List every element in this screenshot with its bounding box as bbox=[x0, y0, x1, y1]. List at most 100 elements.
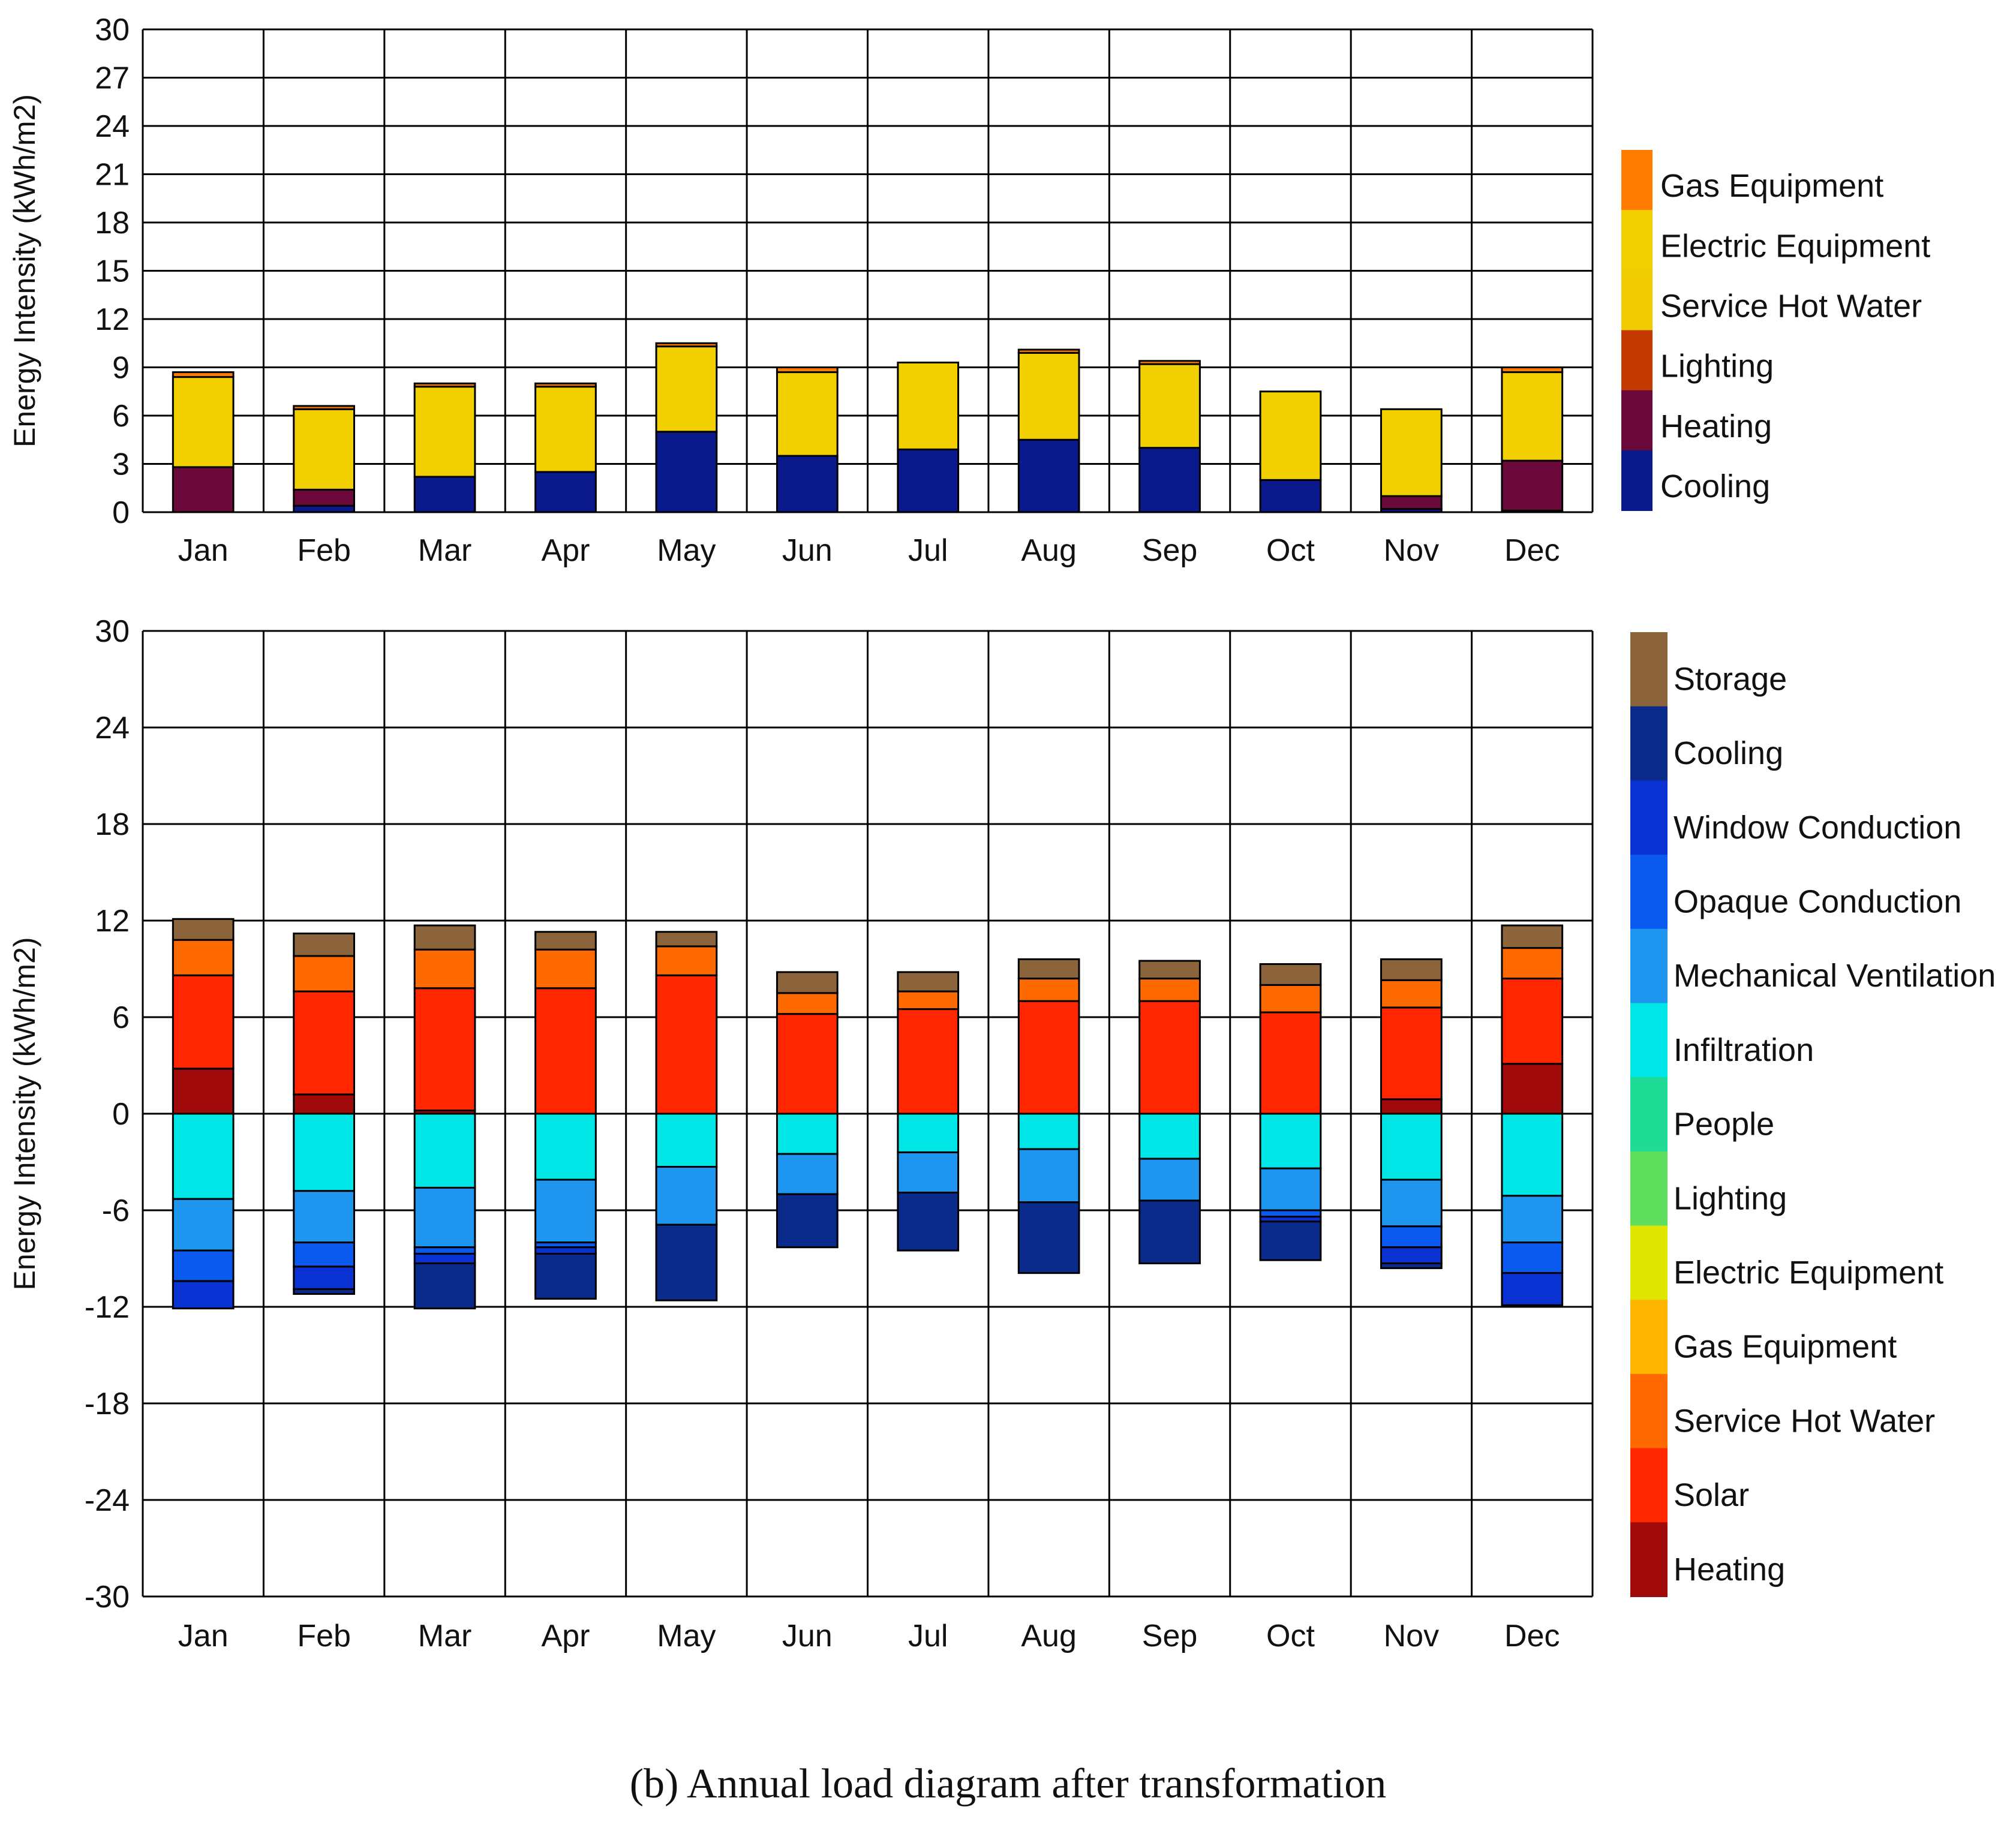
x-tick-label: Apr bbox=[541, 533, 590, 568]
bar-segment-service-hot-water bbox=[897, 990, 960, 1011]
bar-segment-cooling bbox=[1017, 438, 1080, 513]
legend-swatch bbox=[1630, 780, 1668, 856]
legend-swatch bbox=[1630, 1003, 1668, 1078]
bar-segment-electric-equipment bbox=[172, 376, 235, 468]
bar-segment-mechanical-ventilation bbox=[1380, 1178, 1443, 1228]
bar-segment-electric-equipment bbox=[1259, 390, 1322, 481]
legend-swatch bbox=[1621, 270, 1653, 331]
y-tick-label: 24 bbox=[95, 711, 130, 745]
bar-segment-infiltration bbox=[293, 1113, 355, 1192]
chart-1: 0 3 6 9 12 15 18 21 24 27 30 Jan Feb Mar Apr May Jun Jul A… bbox=[8, 13, 1930, 568]
bar-segment-solar bbox=[534, 987, 597, 1115]
bar-segment-heating bbox=[1501, 459, 1564, 512]
legend-label: Lighting bbox=[1674, 1180, 1787, 1216]
legend-swatch bbox=[1621, 150, 1653, 211]
bar-segment-cooling bbox=[413, 476, 476, 513]
bar-segment-cooling bbox=[897, 1191, 960, 1252]
bar-segment-mechanical-ventilation bbox=[1017, 1148, 1080, 1204]
bar-segment-gas-equipment bbox=[655, 342, 718, 348]
bar-segment-service-hot-water bbox=[1501, 947, 1564, 980]
bar-segment-electric-equipment bbox=[1138, 363, 1201, 449]
bar-segment-electric-equipment bbox=[897, 361, 960, 450]
bar-segment-mechanical-ventilation bbox=[655, 1166, 718, 1226]
bar-segment-infiltration bbox=[413, 1113, 476, 1189]
bar-segment-window-conduction bbox=[172, 1280, 235, 1310]
y-tick-label: 18 bbox=[95, 206, 130, 240]
bar-segment-storage bbox=[413, 924, 476, 951]
bar-segment-mechanical-ventilation bbox=[1501, 1195, 1564, 1244]
legend-swatch bbox=[1630, 928, 1668, 1004]
legend-label: Window Conduction bbox=[1674, 810, 1961, 846]
x-tick-label: Aug bbox=[1021, 1619, 1077, 1653]
bar-segment-cooling bbox=[1259, 479, 1322, 513]
bar-segment-mechanical-ventilation bbox=[172, 1198, 235, 1252]
bar-segment-mechanical-ventilation bbox=[534, 1178, 597, 1244]
bar-segment-opaque-conduction bbox=[1259, 1209, 1322, 1218]
x-tick-label: Nov bbox=[1384, 1619, 1439, 1653]
bar-segment-gas-equipment bbox=[1138, 360, 1201, 365]
bar-segment-infiltration bbox=[1501, 1113, 1564, 1197]
bar-segment-window-conduction bbox=[1380, 1246, 1443, 1265]
bar-segment-mechanical-ventilation bbox=[413, 1186, 476, 1249]
bar-segment-solar bbox=[1259, 1011, 1322, 1115]
bar-segment-gas-equipment bbox=[293, 405, 355, 410]
bar-segment-service-hot-water bbox=[534, 948, 597, 990]
y-tick-label: 12 bbox=[95, 302, 130, 337]
bar-segment-infiltration bbox=[1259, 1113, 1322, 1169]
legend-swatch bbox=[1630, 855, 1668, 930]
bar-segment-gas-equipment bbox=[776, 366, 839, 374]
legend-label: Solar bbox=[1674, 1477, 1749, 1513]
legend-label: Infiltration bbox=[1674, 1032, 1814, 1068]
legend-label: Cooling bbox=[1660, 468, 1770, 504]
bar-segment-electric-equipment bbox=[776, 371, 839, 457]
x-tick-label: Apr bbox=[541, 1619, 590, 1653]
bar-segment-cooling bbox=[655, 1223, 718, 1301]
legend-swatch bbox=[1630, 1225, 1668, 1301]
legend-swatch bbox=[1621, 390, 1653, 451]
x-tick-label: Feb bbox=[297, 1619, 351, 1653]
x-tick-label: Jan bbox=[178, 533, 229, 568]
x-tick-label: Dec bbox=[1504, 1619, 1560, 1653]
bar-segment-opaque-conduction bbox=[172, 1249, 235, 1282]
x-tick-label: Jul bbox=[908, 533, 948, 568]
figure-caption: (b) Annual load diagram after transforma… bbox=[629, 1761, 1387, 1807]
bar-segment-window-conduction bbox=[293, 1265, 355, 1290]
bar-segment-storage bbox=[1259, 963, 1322, 986]
bar-segment-electric-equipment bbox=[1017, 351, 1080, 441]
bar-segment-electric-equipment bbox=[655, 345, 718, 433]
bar-segment-gas-equipment bbox=[413, 382, 476, 388]
legend-label: Mechanical Ventilation bbox=[1674, 958, 1996, 994]
bar-segment-solar bbox=[1138, 1000, 1201, 1115]
bar-segment-electric-equipment bbox=[293, 408, 355, 491]
bar-segment-mechanical-ventilation bbox=[1259, 1167, 1322, 1211]
bar-segment-cooling bbox=[293, 1288, 355, 1295]
bar-segment-infiltration bbox=[1017, 1113, 1080, 1150]
legend-label: Gas Equipment bbox=[1660, 168, 1883, 204]
y-tick-label: -30 bbox=[85, 1580, 130, 1614]
legend-label: Opaque Conduction bbox=[1674, 884, 1961, 920]
bar-segment-service-hot-water bbox=[1017, 978, 1080, 1002]
legend-swatch bbox=[1621, 210, 1653, 271]
x-tick-label: Dec bbox=[1504, 533, 1560, 568]
y-tick-label: -12 bbox=[85, 1290, 130, 1325]
y-tick-label: 0 bbox=[112, 495, 130, 530]
bar-segment-heating bbox=[293, 1093, 355, 1115]
bar-segment-cooling bbox=[776, 455, 839, 513]
x-tick-label: Mar bbox=[418, 533, 472, 568]
x-tick-label: Jun bbox=[782, 1619, 833, 1653]
bar-segment-storage bbox=[293, 932, 355, 957]
bar-segment-mechanical-ventilation bbox=[1138, 1157, 1201, 1202]
bar-segment-window-conduction bbox=[1501, 1272, 1564, 1306]
y-axis-title: Energy Intensity (kWh/m2) bbox=[8, 937, 41, 1290]
bar-segment-solar bbox=[1380, 1006, 1443, 1101]
y-tick-label: 12 bbox=[95, 904, 130, 939]
y-tick-label: 30 bbox=[95, 13, 130, 47]
bar-segment-cooling bbox=[897, 448, 960, 513]
y-tick-label: 24 bbox=[95, 109, 130, 144]
bar-segment-solar bbox=[655, 974, 718, 1115]
legend-swatch bbox=[1630, 1077, 1668, 1152]
legend-swatch bbox=[1630, 1522, 1668, 1597]
bar-segment-heating bbox=[293, 488, 355, 507]
bar-segment-heating bbox=[1380, 495, 1443, 510]
